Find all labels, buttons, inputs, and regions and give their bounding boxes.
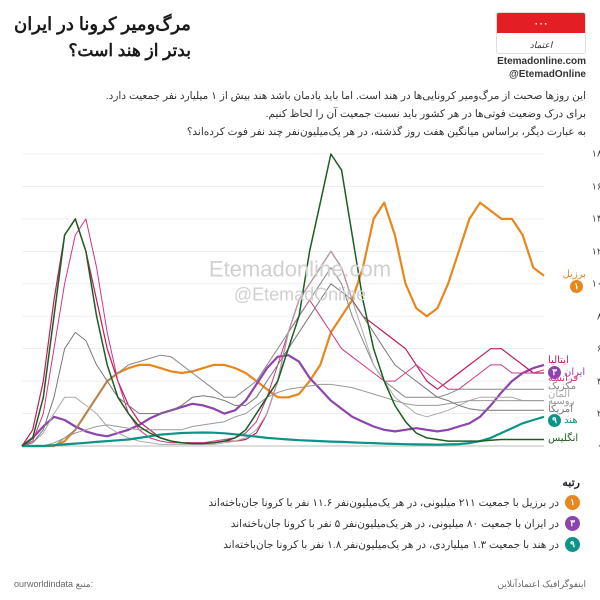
page-title: مرگ‌ومیر کرونا در ایران — [14, 12, 191, 37]
description: این روزها صحبت از مرگ‌ومیر کرونایی‌ها در… — [14, 88, 586, 140]
rank-text: در برزیل با جمعیت ۲۱۱ میلیونی، در هر یک‌… — [208, 497, 559, 509]
rank-row: ۱ در برزیل با جمعیت ۲۱۱ میلیونی، در هر یک… — [14, 495, 580, 510]
rank-badge: ۱ — [565, 495, 580, 510]
desc-line: به عبارت دیگر، براساس میانگین هفت روز گذ… — [14, 124, 586, 141]
y-tick-label: ۱۶ — [592, 181, 600, 192]
logo-icon — [496, 12, 586, 54]
series-line — [22, 203, 544, 446]
y-tick-label: ۱۰ — [592, 279, 600, 290]
y-tick-label: ۱۸ — [592, 149, 600, 160]
chart: Etemadonline.com @EtemadOnline ۰۲۴۶۸۱۰۱۲… — [14, 146, 586, 466]
header: Etemadonline.com @EtemadOnline مرگ‌ومیر … — [14, 12, 586, 80]
rankings-title: رتبه — [14, 476, 580, 489]
title-block: مرگ‌ومیر کرونا در ایران بدتر از هند است؟ — [14, 12, 191, 63]
footer: اینفوگرافیک اعتمادآنلاین ourworldindata … — [0, 579, 600, 590]
rank-row: ۳ در ایران با جمعیت ۸۰ میلیونی، در هر یک‌… — [14, 516, 580, 531]
series-label: برزیل۱ — [548, 270, 586, 293]
series-line — [22, 356, 544, 447]
series-label: ایتالیا — [548, 356, 569, 366]
y-tick-label: ۱۴ — [592, 214, 600, 225]
desc-line: برای درک وضعیت فوتی‌ها در هر کشور باید ن… — [14, 106, 586, 123]
series-label: انگلیس — [548, 434, 578, 444]
series-label: هند۹ — [548, 414, 578, 427]
series-label: آمریکا — [548, 405, 573, 415]
logo-site: Etemadonline.com — [497, 56, 586, 67]
footer-credit: اینفوگرافیک اعتمادآنلاین — [497, 579, 586, 590]
y-tick-label: ۱۲ — [592, 246, 600, 257]
page-subtitle: بدتر از هند است؟ — [14, 39, 191, 63]
rank-row: ۹ در هند با جمعیت ۱.۳ میلیاردی، در هر یک‌… — [14, 537, 580, 552]
rank-badge: ۳ — [565, 516, 580, 531]
logo-block: Etemadonline.com @EtemadOnline — [496, 12, 586, 80]
logo-handle: @EtemadOnline — [509, 69, 586, 80]
rank-text: در ایران با جمعیت ۸۰ میلیونی، در هر یک‌م… — [231, 518, 559, 530]
rank-badge: ۹ — [565, 537, 580, 552]
footer-source: ourworldindata منبع: — [14, 579, 93, 590]
desc-line: این روزها صحبت از مرگ‌ومیر کرونایی‌ها در… — [14, 88, 586, 105]
rankings: رتبه ۱ در برزیل با جمعیت ۲۱۱ میلیونی، در … — [14, 476, 586, 552]
chart-svg — [14, 146, 586, 466]
rank-text: در هند با جمعیت ۱.۳ میلیاردی، در هر یک‌م… — [223, 539, 559, 551]
